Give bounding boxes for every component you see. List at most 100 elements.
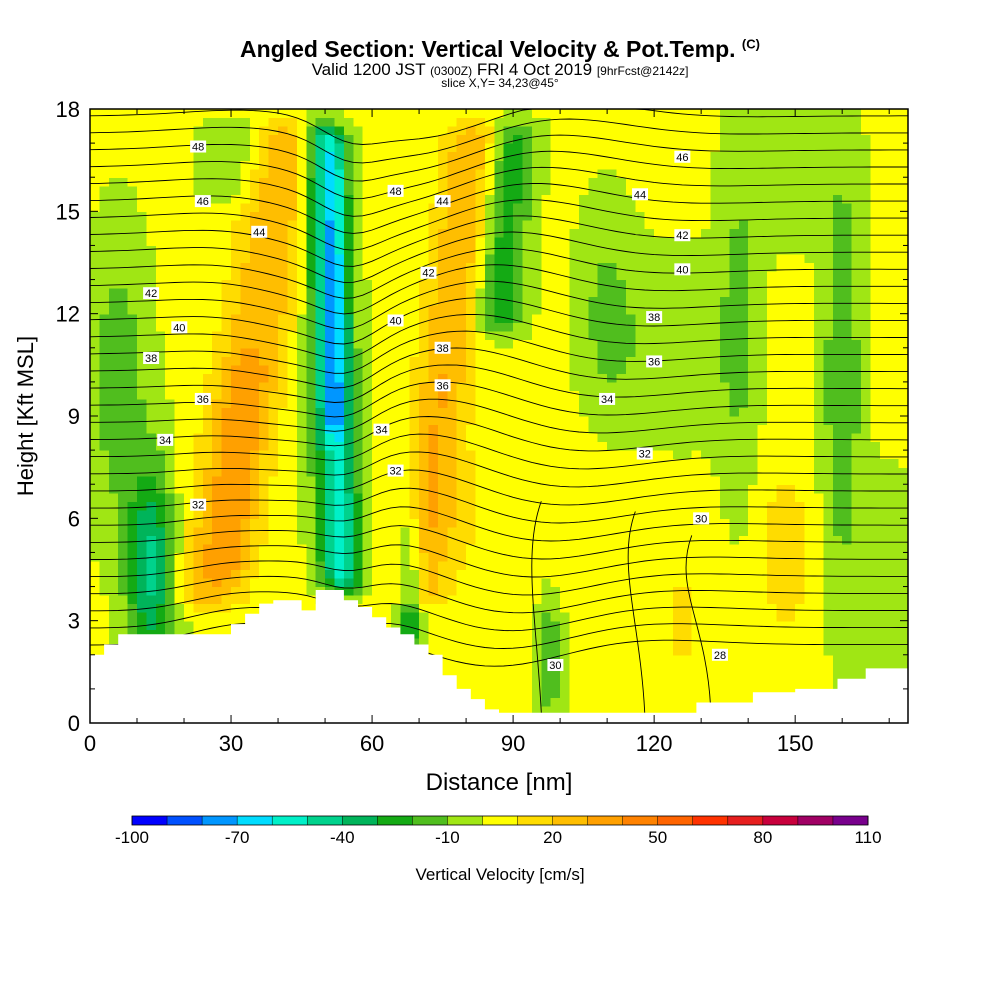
theta-contour-line: [89, 622, 908, 667]
theta-contour-line: [89, 118, 908, 164]
theta-contour-line: [89, 313, 908, 360]
contour-label-text: 40: [676, 264, 688, 276]
contour-label: 34: [373, 423, 390, 437]
contour-label: 42: [143, 287, 160, 300]
y-tick-label: 6: [68, 506, 80, 531]
contour-label: 42: [420, 266, 437, 280]
contour-label: 28: [711, 648, 728, 662]
theta-contour-line: [89, 199, 908, 251]
theta-contour-line: [90, 560, 908, 596]
contour-label-text: 42: [422, 268, 434, 280]
contour-label: 40: [674, 263, 691, 276]
colorbar-swatch: [377, 816, 413, 825]
theta-contour-line: [90, 606, 908, 649]
contour-label-text: 34: [601, 394, 613, 406]
colorbar-swatch: [517, 816, 554, 825]
contour-label-text: 46: [197, 196, 209, 208]
valid-prefix: Valid 1200 JST: [311, 60, 426, 79]
contour-label: 32: [636, 447, 653, 461]
contour-label-text: 46: [676, 152, 688, 164]
contour-label-text: 44: [634, 189, 646, 201]
colorbar-swatch: [202, 816, 238, 825]
contour-label-text: 44: [253, 227, 265, 239]
colorbar-swatch: [797, 816, 834, 825]
theta-contour-line: [89, 347, 908, 389]
colorbar-swatch: [167, 816, 203, 825]
contour-label-text: 44: [436, 196, 448, 208]
colorbar-swatch: [272, 816, 308, 825]
theta-contour-line: [89, 297, 908, 345]
contour-label: 40: [387, 314, 404, 327]
theta-contour-line: [90, 469, 908, 506]
colorbar-swatch: [832, 816, 869, 825]
theta-contour-line: [90, 433, 908, 470]
colorbar-tick-label: 110: [854, 828, 881, 847]
y-tick-label: 18: [56, 97, 80, 122]
contour-label: 48: [190, 140, 207, 154]
theta-contour-line: [89, 364, 908, 403]
chart-subtitle: Valid 1200 JST (0300Z) FRI 4 Oct 2019 [9…: [0, 60, 1000, 80]
valid-utc: (0300Z): [430, 64, 473, 78]
theta-contour-line: [89, 166, 908, 217]
contour-label: 36: [194, 392, 211, 406]
theta-contour-line: [531, 501, 542, 713]
valid-date: FRI 4 Oct 2019: [476, 60, 593, 79]
x-tick-label: 90: [501, 731, 525, 756]
contour-label: 34: [599, 392, 616, 406]
colorbar-tick-label: 80: [753, 828, 772, 847]
contour-label: 36: [646, 355, 663, 368]
contour-label-text: 28: [714, 650, 726, 662]
contour-label-text: 30: [549, 660, 561, 672]
chart-title: Angled Section: Vertical Velocity & Pot.…: [0, 36, 1000, 63]
contour-label: 30: [547, 659, 564, 672]
terrain: [90, 590, 908, 723]
slice-label: slice X,Y= 34,23@45°: [441, 76, 559, 90]
x-tick-label: 120: [636, 731, 673, 756]
contour-labels: 48 46 44 42 40 38 36 34 32 48 44 42 40 38 36 34 32 46 44 42…: [143, 140, 728, 672]
contour-label-text: 36: [197, 394, 209, 406]
theta-contour-line: [89, 247, 908, 299]
theta-contours: [89, 108, 909, 713]
contour-label: 38: [646, 311, 663, 324]
colorbar-swatch: [587, 816, 624, 825]
theta-contour-line: [89, 183, 908, 234]
colorbar-tick-label: -100: [115, 828, 149, 847]
contour-label: 48: [387, 184, 404, 198]
contour-label-text: 48: [389, 186, 401, 198]
contour-label-text: 34: [159, 435, 171, 447]
contour-label: 34: [157, 433, 174, 447]
theta-contour-line: [89, 150, 908, 200]
contour-label: 30: [693, 512, 710, 525]
contour-label-text: 38: [648, 312, 660, 324]
contour-label-text: 34: [375, 425, 387, 437]
colorbar-swatch: [657, 816, 694, 825]
y-tick-label: 9: [68, 404, 80, 429]
y-tick-label: 3: [68, 609, 80, 634]
contour-label: 44: [632, 188, 649, 201]
contour-label: 36: [434, 379, 451, 392]
colorbar-swatch: [552, 816, 589, 825]
colorbar-swatch: [447, 816, 483, 825]
contour-label-text: 32: [389, 466, 401, 478]
y-tick-label: 15: [56, 199, 80, 224]
colorbar-tick-label: -10: [435, 828, 460, 847]
contour-label: 32: [190, 498, 207, 512]
colorbar-tick-label: -40: [330, 828, 355, 847]
contour-label-text: 38: [145, 353, 157, 365]
theta-contour-line: [90, 575, 908, 614]
x-axis-label: Distance [nm]: [426, 769, 573, 796]
contour-label-text: 48: [192, 142, 204, 154]
colorbar-swatch: [342, 816, 378, 825]
theta-contour-line: [89, 330, 909, 374]
contour-label: 32: [387, 464, 404, 478]
x-tick-label: 150: [777, 731, 814, 756]
contour-label: 38: [434, 341, 451, 355]
colorbar-swatch: [307, 816, 343, 825]
contour-label: 44: [434, 195, 451, 208]
contour-label: 40: [171, 321, 188, 334]
colorbar-swatch: [482, 816, 519, 825]
theta-contour-line: [90, 506, 908, 542]
theta-contour-line: [627, 511, 646, 713]
colorbar: -100 -70 -40 -10 20 50 80 110 Vertical Velocity …: [115, 815, 882, 884]
